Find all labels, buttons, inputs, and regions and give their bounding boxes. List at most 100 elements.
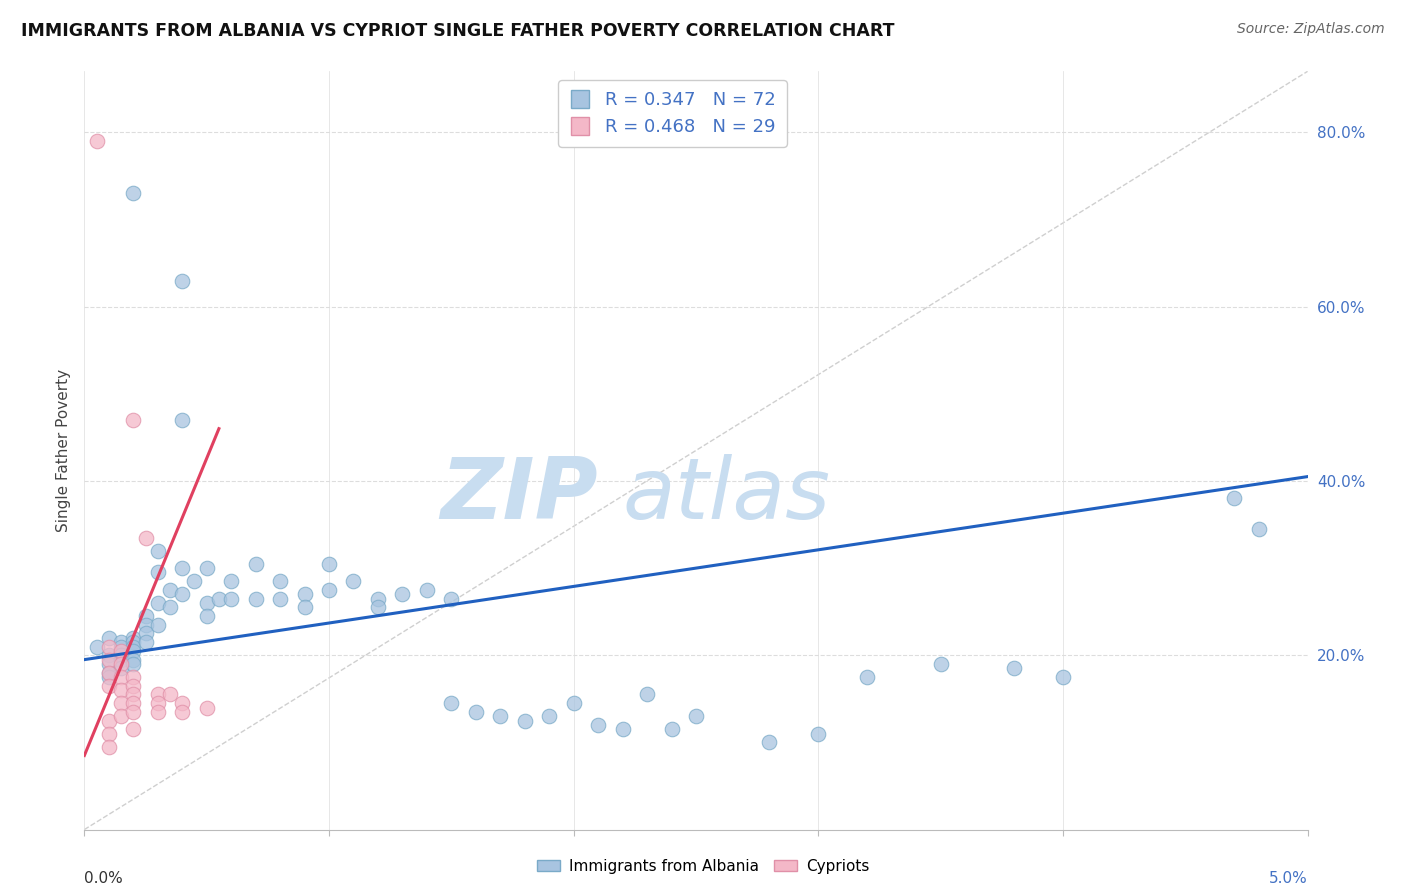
Point	[391, 587, 413, 601]
Point	[97, 652, 120, 666]
Point	[146, 705, 169, 719]
Point	[146, 596, 169, 610]
Point	[367, 600, 389, 615]
Text: Source: ZipAtlas.com: Source: ZipAtlas.com	[1237, 22, 1385, 37]
Point	[758, 735, 780, 749]
Point	[612, 723, 634, 737]
Point	[159, 600, 181, 615]
Point	[122, 696, 145, 710]
Point	[122, 652, 145, 666]
Point	[110, 696, 132, 710]
Point	[135, 617, 157, 632]
Point	[97, 679, 120, 693]
Point	[269, 591, 291, 606]
Point	[110, 648, 132, 663]
Point	[807, 727, 830, 741]
Point	[172, 273, 194, 287]
Point	[122, 679, 145, 693]
Point	[440, 591, 463, 606]
Point	[86, 640, 108, 654]
Point	[1247, 522, 1270, 536]
Point	[122, 657, 145, 671]
Point	[661, 723, 683, 737]
Point	[464, 705, 486, 719]
Point	[97, 640, 120, 654]
Point	[86, 134, 108, 148]
Point	[146, 688, 169, 702]
Text: ZIP: ZIP	[440, 454, 598, 538]
Point	[636, 688, 658, 702]
Point	[856, 670, 879, 684]
Point	[195, 700, 218, 714]
Point	[97, 714, 120, 728]
Point	[1052, 670, 1074, 684]
Point	[122, 640, 145, 654]
Point	[159, 582, 181, 597]
Point	[97, 648, 120, 663]
Point	[172, 413, 194, 427]
Point	[159, 688, 181, 702]
Point	[110, 670, 132, 684]
Point	[122, 705, 145, 719]
Point	[135, 626, 157, 640]
Point	[97, 727, 120, 741]
Point	[685, 709, 707, 723]
Point	[318, 557, 340, 571]
Point	[97, 631, 120, 645]
Point	[146, 617, 169, 632]
Point	[97, 665, 120, 680]
Point	[110, 709, 132, 723]
Point	[1223, 491, 1246, 506]
Legend: R = 0.347   N = 72, R = 0.468   N = 29: R = 0.347 N = 72, R = 0.468 N = 29	[558, 80, 787, 147]
Point	[97, 657, 120, 671]
Point	[135, 609, 157, 624]
Point	[146, 696, 169, 710]
Point	[416, 582, 439, 597]
Point	[110, 657, 132, 671]
Point	[586, 718, 609, 732]
Point	[110, 661, 132, 675]
Point	[110, 652, 132, 666]
Point	[562, 696, 585, 710]
Point	[342, 574, 364, 589]
Point	[367, 591, 389, 606]
Point	[219, 591, 242, 606]
Point	[208, 591, 231, 606]
Point	[195, 596, 218, 610]
Point	[172, 696, 194, 710]
Point	[122, 723, 145, 737]
Y-axis label: Single Father Poverty: Single Father Poverty	[56, 369, 72, 532]
Legend: Immigrants from Albania, Cypriots: Immigrants from Albania, Cypriots	[530, 853, 876, 880]
Point	[146, 566, 169, 580]
Text: 0.0%: 0.0%	[84, 871, 124, 887]
Text: 5.0%: 5.0%	[1268, 871, 1308, 887]
Point	[110, 644, 132, 658]
Point	[122, 635, 145, 649]
Point	[122, 413, 145, 427]
Point	[110, 640, 132, 654]
Point	[294, 600, 316, 615]
Point	[245, 591, 267, 606]
Text: IMMIGRANTS FROM ALBANIA VS CYPRIOT SINGLE FATHER POVERTY CORRELATION CHART: IMMIGRANTS FROM ALBANIA VS CYPRIOT SINGL…	[21, 22, 894, 40]
Point	[122, 644, 145, 658]
Point	[183, 574, 205, 589]
Text: atlas: atlas	[623, 454, 831, 538]
Point	[97, 670, 120, 684]
Point	[97, 665, 120, 680]
Point	[135, 531, 157, 545]
Point	[294, 587, 316, 601]
Point	[122, 688, 145, 702]
Point	[1002, 661, 1025, 675]
Point	[195, 561, 218, 575]
Point	[245, 557, 267, 571]
Point	[146, 543, 169, 558]
Point	[195, 609, 218, 624]
Point	[122, 670, 145, 684]
Point	[97, 739, 120, 754]
Point	[122, 186, 145, 201]
Point	[318, 582, 340, 597]
Point	[269, 574, 291, 589]
Point	[513, 714, 536, 728]
Point	[122, 631, 145, 645]
Point	[172, 561, 194, 575]
